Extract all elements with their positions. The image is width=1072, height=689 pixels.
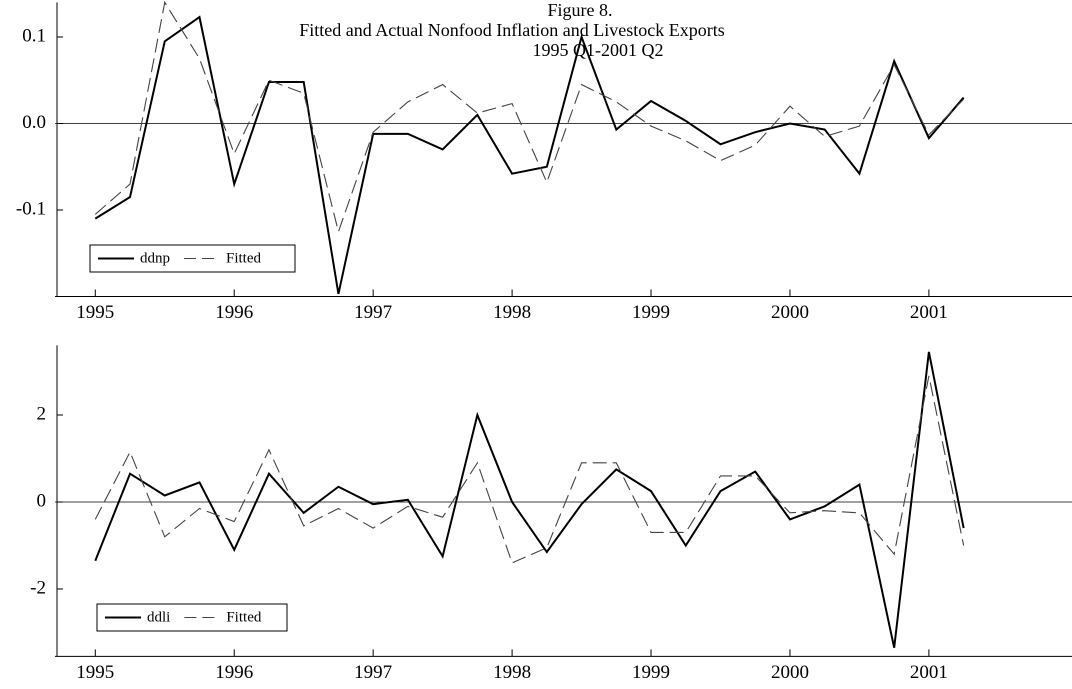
y-tick-label: 0.1 [22,25,46,46]
series-line [94,0,965,234]
y-tick-label: 2 [37,403,47,424]
y-tick-label: -2 [30,577,46,598]
legend-label: ddnp [140,250,170,266]
y-tick-label: 0.0 [22,112,46,133]
x-tick-label: 1998 [493,302,531,323]
series-line [94,15,965,295]
x-tick-label: 1996 [215,662,253,683]
x-tick-label: 2001 [910,662,948,683]
chart-title: Figure 8. [548,0,613,20]
legend-label: Fitted [226,609,262,625]
x-tick-label: 1998 [493,662,531,683]
x-tick-label: 2000 [771,662,809,683]
x-tick-label: 1999 [632,302,670,323]
chart-subtitle: 1995 Q1-2001 Q2 [533,40,664,60]
series-line [94,351,965,648]
series-line [94,375,965,564]
legend-label: Fitted [226,250,262,266]
y-tick-label: -0.1 [16,198,46,219]
x-tick-label: 1995 [76,662,114,683]
chart-subtitle: Fitted and Actual Nonfood Inflation and … [299,20,724,40]
x-tick-label: 1999 [632,662,670,683]
legend-label: ddli [147,609,170,625]
x-tick-label: 1997 [354,662,392,683]
x-tick-label: 2001 [910,302,948,323]
x-tick-label: 1996 [215,302,253,323]
x-tick-label: 1997 [354,302,392,323]
y-tick-label: 0 [37,490,47,511]
x-tick-label: 2000 [771,302,809,323]
x-tick-label: 1995 [76,302,114,323]
